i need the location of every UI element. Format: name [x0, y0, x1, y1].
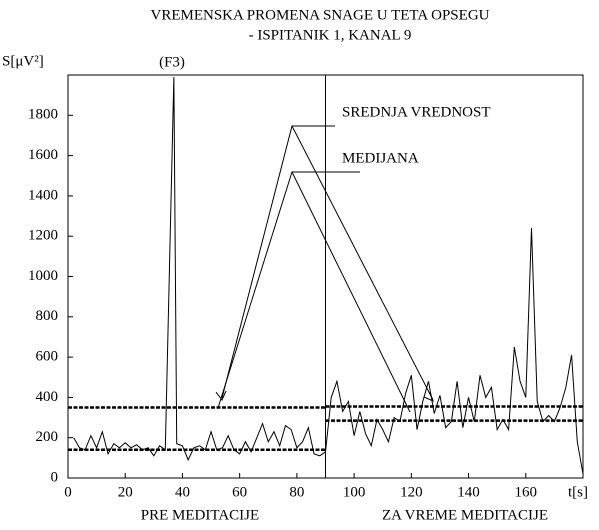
arrowhead [215, 390, 227, 401]
annotation: (F3) [159, 54, 185, 70]
data-line [73, 77, 584, 475]
arrow [291, 171, 411, 413]
arrow [291, 125, 434, 401]
annotation: ZA VREME MEDITACIJE [382, 507, 548, 523]
y-tick-label: 0 [51, 469, 59, 485]
annotation: SREDNJA VREDNOST [342, 104, 491, 120]
x-tick-label: 20 [118, 484, 133, 500]
arrows [215, 125, 434, 413]
y-tick-label: 1400 [28, 187, 58, 203]
x-axis-label: t[s] [568, 484, 588, 500]
y-tick-label: 800 [36, 308, 59, 324]
x-tick-label: 100 [343, 484, 366, 500]
y-tick-label: 1000 [28, 268, 58, 284]
x-tick-label: 40 [175, 484, 190, 500]
y-tick-label: 1200 [28, 228, 58, 244]
x-tick-label: 120 [400, 484, 423, 500]
annotation: PRE MEDITACIJE [141, 507, 259, 523]
y-axis-label: S[μV²] [2, 53, 44, 69]
chart-subtitle: - ISPITANIK 1, KANAL 9 [249, 27, 412, 43]
y-tick-label: 1600 [28, 147, 58, 163]
y-tick-label: 400 [36, 389, 59, 405]
x-tick-label: 0 [64, 484, 72, 500]
x-tick-label: 80 [289, 484, 304, 500]
x-tick-label: 60 [232, 484, 247, 500]
y-tick-label: 1800 [28, 107, 58, 123]
x-tick-label: 140 [457, 484, 480, 500]
arrow [217, 171, 360, 409]
x-tick-label: 160 [515, 484, 538, 500]
y-tick-label: 200 [36, 429, 59, 445]
arrow [221, 125, 335, 399]
y-tick-label: 600 [36, 349, 59, 365]
annotation: MEDIJANA [342, 150, 419, 166]
chart-title: VREMENSKA PROMENA SNAGE U TETA OPSEGU [151, 7, 490, 23]
